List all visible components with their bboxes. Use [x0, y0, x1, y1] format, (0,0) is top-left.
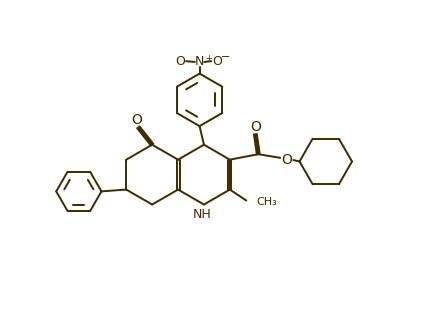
Text: −: −	[221, 52, 230, 62]
Text: O: O	[212, 55, 221, 68]
Text: CH₃: CH₃	[256, 197, 277, 207]
Text: O: O	[250, 120, 261, 134]
Text: +: +	[205, 54, 212, 63]
Text: O: O	[176, 55, 186, 68]
Text: NH: NH	[193, 208, 211, 221]
Text: O: O	[281, 153, 292, 167]
Text: O: O	[131, 113, 142, 127]
Text: N: N	[195, 55, 204, 69]
